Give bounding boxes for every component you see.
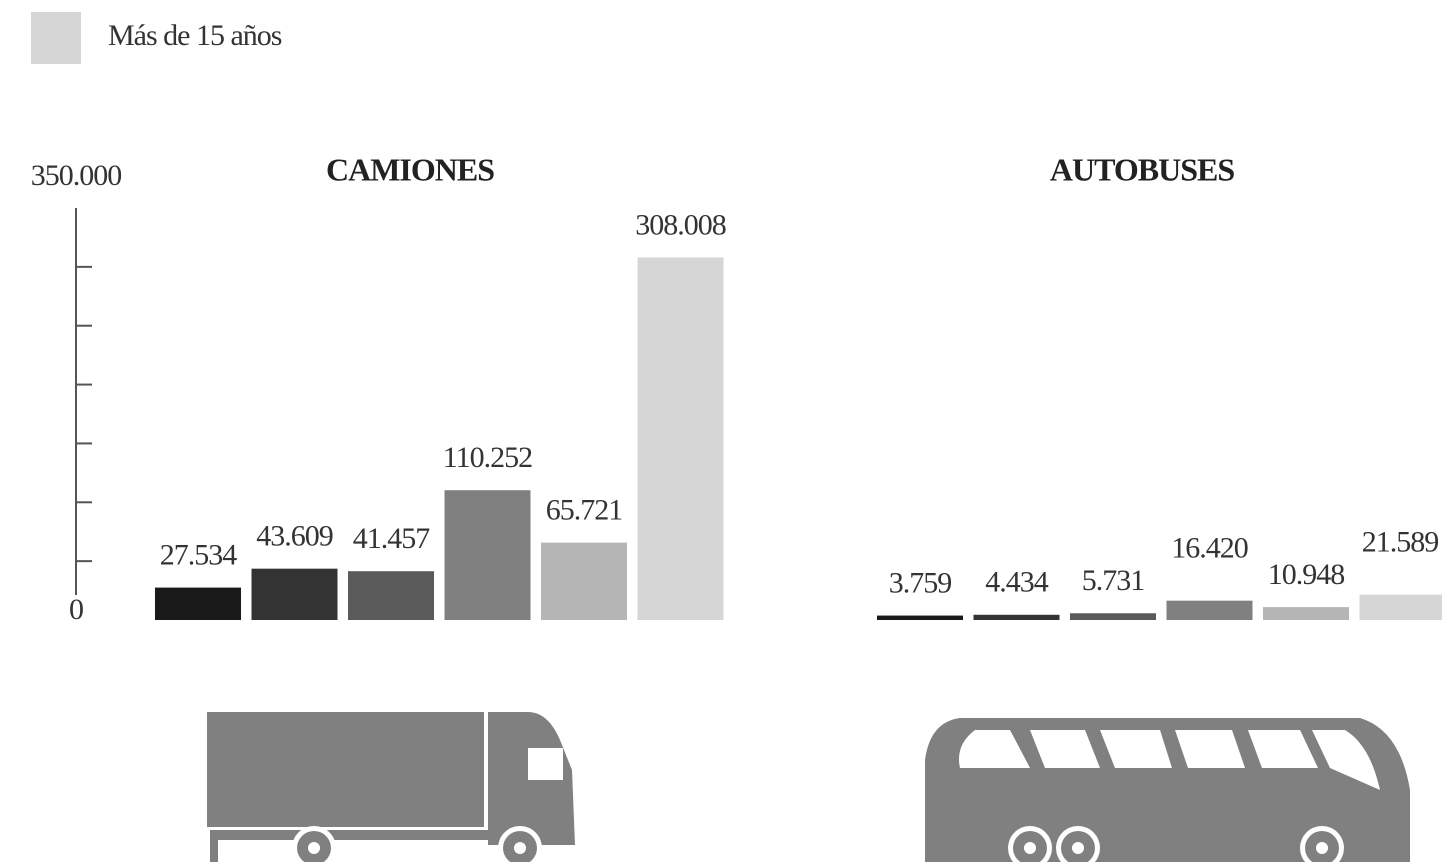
value-label: 65.721 xyxy=(546,494,623,527)
value-label: 27.534 xyxy=(160,538,238,571)
value-label: 5.731 xyxy=(1082,564,1145,597)
value-label: 41.457 xyxy=(353,522,431,555)
bar xyxy=(877,615,963,620)
value-label: 10.948 xyxy=(1268,558,1345,591)
value-label: 4.434 xyxy=(985,566,1049,599)
bar xyxy=(348,571,434,620)
bus-icon xyxy=(925,718,1410,862)
chart-title: AUTOBUSES xyxy=(1050,151,1234,187)
bar xyxy=(1166,600,1253,620)
bar xyxy=(637,257,724,620)
value-label: 110.252 xyxy=(443,441,532,474)
bar xyxy=(251,568,338,620)
bar xyxy=(541,542,627,620)
y-tick-label: 350.000 xyxy=(31,159,122,192)
legend-label: Más de 15 años xyxy=(108,19,282,52)
value-label: 308.008 xyxy=(635,208,726,241)
bar xyxy=(973,614,1060,620)
bar xyxy=(1070,613,1156,620)
truck-icon xyxy=(207,712,575,862)
bar xyxy=(1359,594,1442,620)
value-label: 16.420 xyxy=(1171,532,1248,565)
y-tick-label: 0 xyxy=(69,593,83,626)
chart-title: CAMIONES xyxy=(326,151,494,187)
legend-swatch xyxy=(31,12,81,64)
bar xyxy=(155,587,241,620)
value-label: 43.609 xyxy=(256,520,333,553)
bar xyxy=(444,490,531,620)
value-label: 3.759 xyxy=(889,566,952,599)
bar xyxy=(1263,607,1349,620)
value-label: 21.589 xyxy=(1362,525,1439,558)
